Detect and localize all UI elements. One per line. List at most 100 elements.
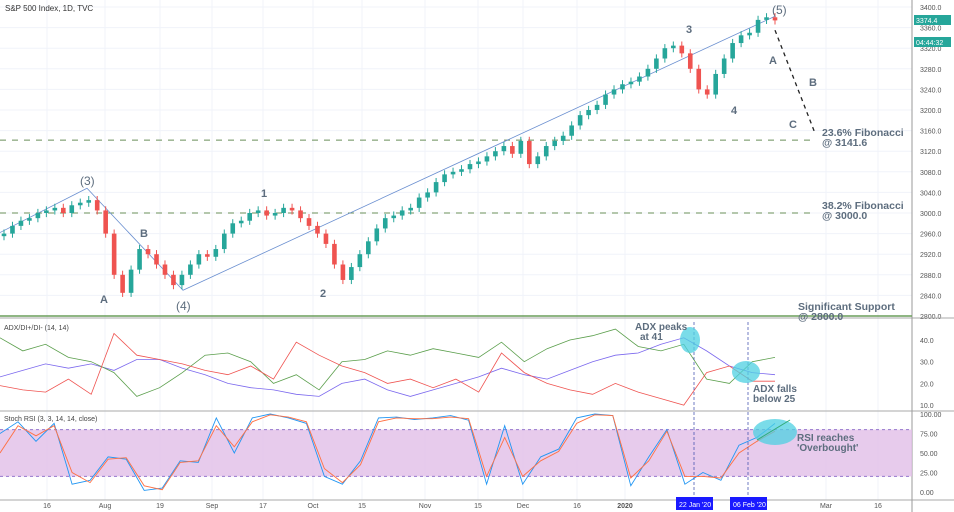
candle-body <box>61 207 66 213</box>
level-value: @ 3000.0 <box>822 210 867 222</box>
stoch-series-k <box>0 413 776 491</box>
candle-body <box>94 200 100 211</box>
candle-body <box>772 17 778 21</box>
highlight-ellipse <box>753 419 797 445</box>
candle-body <box>442 174 447 183</box>
candle-body <box>510 146 515 154</box>
price-tick-label: 3000.0 <box>920 211 942 218</box>
stoch-title: Stoch RSI (3, 3, 14, 14, close) <box>4 416 97 423</box>
candle-body <box>315 225 320 234</box>
level-value: @ 3141.6 <box>822 137 867 149</box>
candle-body <box>476 161 481 165</box>
stoch-tick-label: 100.00 <box>920 412 942 419</box>
candle-body <box>27 218 32 221</box>
candle-body <box>755 19 761 33</box>
candle-body <box>281 207 286 213</box>
candle-body <box>10 225 15 234</box>
date-marker-badge <box>730 497 767 510</box>
highlight-ellipse <box>680 327 700 353</box>
price-tick-label: 2840.0 <box>920 293 942 300</box>
candle-body <box>306 218 312 226</box>
candle-body <box>137 249 142 270</box>
adx-fall-annotation: below 25 <box>753 394 796 405</box>
candle-body <box>128 269 134 293</box>
rsi-annotation: RSI reaches <box>797 433 855 444</box>
price-tick-label: 2960.0 <box>920 232 942 239</box>
candle-body <box>620 84 625 90</box>
chart-title: S&P 500 Index, 1D, TVC <box>5 4 93 13</box>
adx-tick-label: 40.0 <box>920 338 934 345</box>
adx-tick-label: 10.0 <box>920 403 934 410</box>
candle-body <box>340 264 346 280</box>
level-value: @ 2800.0 <box>798 311 843 323</box>
candle-body <box>289 207 295 211</box>
candle-body <box>323 233 329 244</box>
candle-body <box>543 146 549 157</box>
price-tick-label: 3400.0 <box>920 5 942 12</box>
x-tick-label: Oct <box>308 503 319 510</box>
candle-body <box>594 104 600 110</box>
candle-body <box>205 254 210 257</box>
candle-body <box>230 223 236 234</box>
wave-label: 4 <box>731 105 738 117</box>
candle-body <box>188 264 193 275</box>
candle-body <box>103 210 108 234</box>
candle-body <box>349 267 354 280</box>
candle-body <box>603 94 608 105</box>
candle-body <box>86 200 92 203</box>
wave-label: (4) <box>176 299 191 313</box>
adx-title: ADX/DI+/DI- (14, 14) <box>4 325 69 332</box>
candle-body <box>18 220 24 226</box>
price-tick-label: 3080.0 <box>920 170 942 177</box>
candle-body <box>696 68 702 90</box>
candle-body <box>569 125 574 136</box>
projected-correction-arrow <box>774 29 816 134</box>
adx-peak-annotation: ADX peaks <box>635 322 688 333</box>
candle-body <box>171 274 176 286</box>
wave-label: (3) <box>80 174 95 188</box>
candle-body <box>501 146 507 152</box>
candle-body <box>44 210 49 213</box>
price-tick-label: 3040.0 <box>920 190 942 197</box>
candle-body <box>179 274 185 286</box>
candle-body <box>374 228 380 242</box>
candle-body <box>662 48 668 59</box>
wave-label: (5) <box>772 3 787 17</box>
candle-body <box>425 192 430 198</box>
candle-body <box>111 233 117 275</box>
last-price: 3374.4 <box>916 18 938 25</box>
candle-body <box>255 210 261 213</box>
wave-label: 3 <box>686 24 692 36</box>
candle-body <box>145 249 151 255</box>
candle-body <box>298 210 303 219</box>
stoch-series-d <box>0 414 776 491</box>
x-tick-label: Mar <box>820 503 833 510</box>
candle-body <box>552 140 558 147</box>
adx-tick-label: 20.0 <box>920 381 934 388</box>
candle-body <box>730 43 735 59</box>
date-marker-label: 22 Jan '20 <box>679 502 711 509</box>
candle-body <box>450 171 456 175</box>
rsi-trend-line <box>756 419 791 441</box>
candle-body <box>611 89 617 95</box>
candle-body <box>704 89 710 95</box>
wave-label: A <box>769 55 777 67</box>
x-tick-label: Aug <box>99 503 112 510</box>
wave-label: B <box>140 228 148 240</box>
level-label: 23.6% Fibonacci <box>822 127 904 139</box>
candle-body <box>493 151 498 157</box>
stoch-tick-label: 50.00 <box>920 451 938 458</box>
candle-body <box>391 215 397 219</box>
elliott-wave-line <box>0 15 776 291</box>
date-marker-badge <box>676 497 713 510</box>
adx-series-di <box>0 332 775 406</box>
candle-body <box>264 210 269 216</box>
candle-body <box>637 76 642 82</box>
rsi-annotation: 'Overbought' <box>797 443 858 454</box>
candle-body <box>577 115 583 126</box>
candle-body <box>221 233 227 250</box>
price-tick-label: 3200.0 <box>920 108 942 115</box>
candle-body <box>416 197 422 208</box>
candle-body <box>628 81 634 85</box>
